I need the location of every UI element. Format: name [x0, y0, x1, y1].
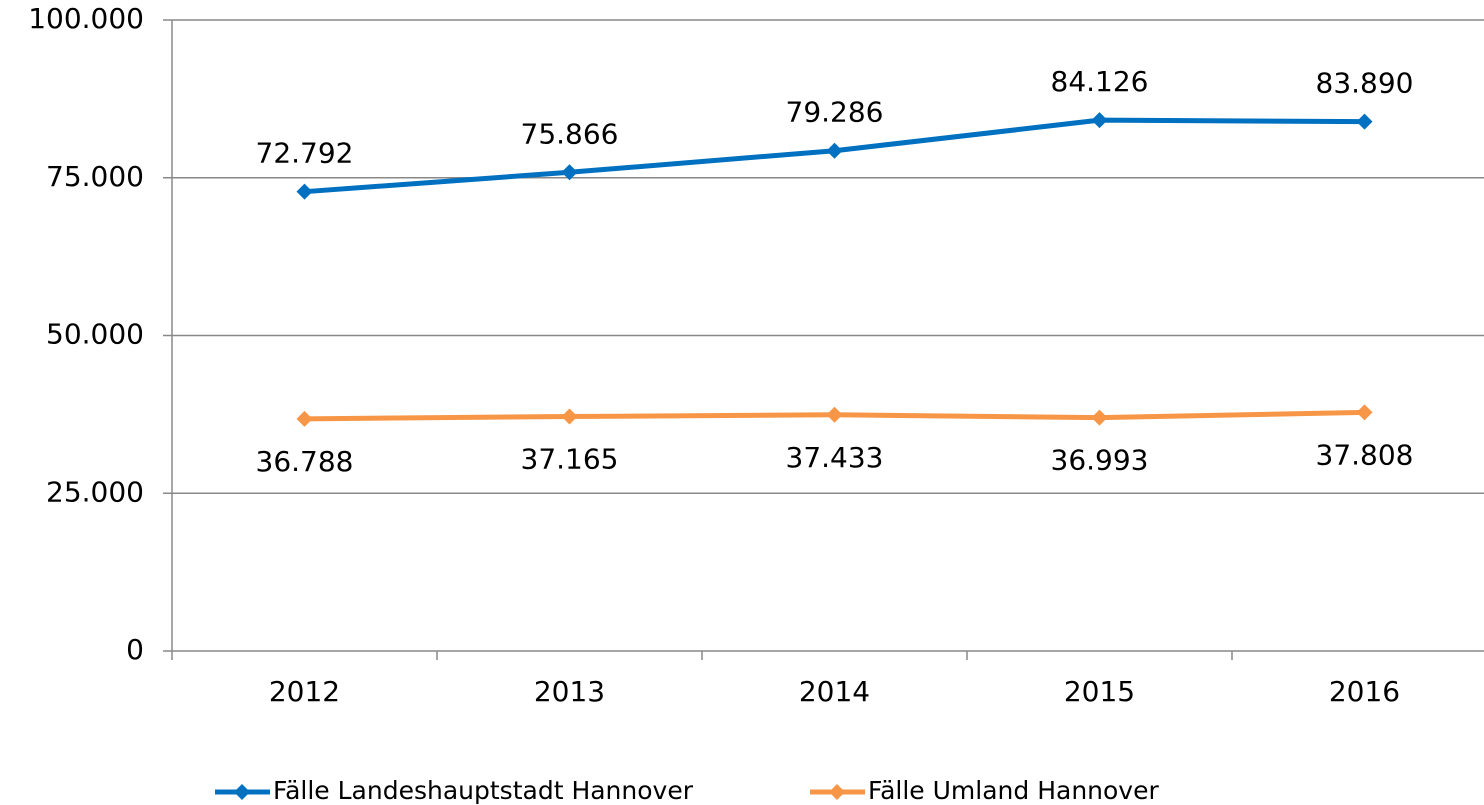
y-tick-label: 100.000: [28, 2, 144, 35]
x-tick-label: 2013: [534, 675, 605, 708]
y-tick-label: 75.000: [46, 160, 144, 193]
point: [1091, 409, 1108, 426]
legend-marker: [234, 784, 250, 800]
x-tick-label: 2014: [799, 675, 870, 708]
data-label: 83.890: [1316, 67, 1414, 100]
legend-marker: [829, 784, 845, 800]
data-label: 84.126: [1051, 65, 1149, 98]
data-label: 36.788: [256, 445, 354, 478]
y-tick-label: 0: [126, 633, 144, 666]
data-label: 37.165: [521, 442, 619, 475]
y-tick-label: 25.000: [46, 475, 144, 508]
point: [561, 408, 578, 425]
point: [296, 410, 313, 427]
data-label: 36.993: [1051, 444, 1149, 477]
legend-label: Fälle Landeshauptstadt Hannover: [273, 776, 694, 805]
data-label: 37.808: [1316, 438, 1414, 471]
x-tick-label: 2015: [1064, 675, 1135, 708]
point: [1091, 112, 1108, 129]
point: [1356, 404, 1373, 421]
data-label: 37.433: [786, 441, 884, 474]
legend-label: Fälle Umland Hannover: [868, 776, 1159, 805]
data-label: 72.792: [256, 137, 354, 170]
point: [296, 183, 313, 200]
point: [826, 142, 843, 159]
point: [561, 164, 578, 181]
data-label: 75.866: [521, 117, 619, 150]
y-tick-label: 50.000: [46, 318, 144, 351]
x-tick-label: 2016: [1329, 675, 1400, 708]
point: [826, 406, 843, 423]
x-tick-label: 2012: [269, 675, 340, 708]
point: [1356, 113, 1373, 130]
data-label: 79.286: [786, 96, 884, 129]
